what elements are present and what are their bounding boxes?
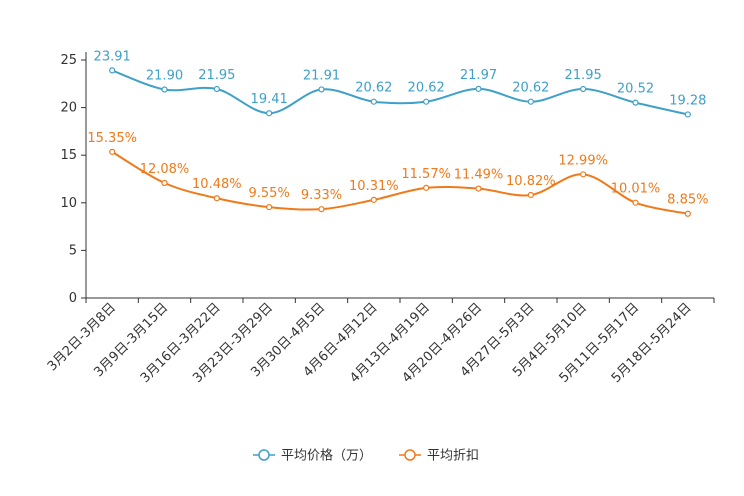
data-label: 20.62 [512,81,549,96]
data-label: 11.49% [454,168,504,183]
y-tick-label: 5 [69,243,77,258]
data-point [318,206,325,213]
data-label: 10.48% [192,177,242,192]
data-point [632,99,639,106]
series-line [111,69,689,116]
data-point [161,179,168,187]
data-point [266,203,273,211]
data-point [109,148,116,155]
legend-item-1: 平均折扣 [399,449,479,464]
data-point [213,85,220,93]
data-label: 20.62 [355,81,392,96]
data-label: 12.08% [140,162,190,177]
data-point [527,98,534,105]
data-point [423,98,430,105]
data-label: 21.90 [146,69,183,84]
data-point [213,195,220,202]
data-label: 21.95 [198,68,235,83]
data-point [266,110,273,117]
data-point [109,67,116,74]
data-point [475,185,482,192]
data-label: 21.91 [303,68,340,83]
data-point [423,184,430,191]
data-point [161,86,168,93]
series-layer: 23.91 21.90 21.95 19.41 21.91 20.62 20.62 21.97… [87,49,708,217]
data-point [684,111,691,118]
series-0: 23.91 21.90 21.95 19.41 21.91 20.62 20.62 21.97… [94,49,706,118]
legend-item-0: 平均价格（万） [253,448,372,464]
data-point [475,85,482,92]
data-label: 10.01% [611,182,661,197]
data-label: 9.33% [301,188,342,203]
data-point [632,199,639,206]
legend-marker-icon [258,449,270,461]
data-label: 20.62 [408,81,445,96]
y-tick-label: 20 [60,101,77,116]
y-tick-label: 0 [69,291,77,306]
data-label: 19.41 [251,92,288,107]
y-tick-label: 10 [60,196,77,211]
data-label: 8.85% [667,193,708,208]
data-label: 21.95 [565,68,602,83]
series-1: 15.35% 12.08%10.48% 9.55% 9.33% 10.31%11.57%… [87,131,708,217]
data-point [370,196,377,203]
data-point [580,171,587,178]
data-point [527,191,534,199]
legend: 平均价格（万） 平均折扣 [253,448,479,464]
data-label: 12.99% [558,153,608,168]
data-label: 10.31% [349,179,399,194]
y-tick-label: 25 [60,53,77,68]
y-tick-label: 15 [60,148,77,163]
data-label: 11.57% [401,167,451,182]
data-point [580,85,587,93]
data-label: 19.28 [669,93,706,108]
legend-label: 平均折扣 [427,449,479,464]
data-label: 20.52 [617,82,654,97]
legend-label: 平均价格（万） [281,448,372,464]
data-label: 23.91 [94,49,131,64]
data-label: 21.97 [460,68,497,83]
data-label: 10.82% [506,174,556,189]
data-point [370,98,377,105]
data-label: 15.35% [87,131,137,146]
series-line [111,151,689,215]
data-point [318,86,325,93]
data-label: 9.55% [249,186,290,201]
data-point [684,210,691,217]
legend-marker-icon [404,449,416,461]
